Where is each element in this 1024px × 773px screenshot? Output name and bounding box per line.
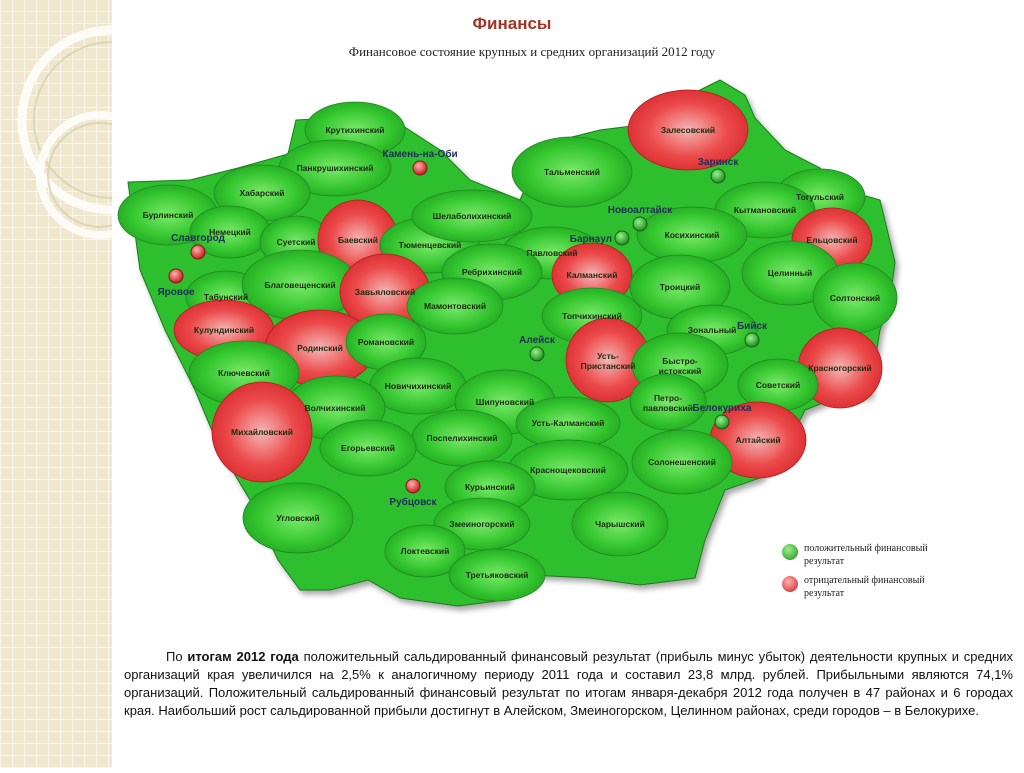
district-label-советский: Советский [756, 380, 801, 390]
district-area-михайловский [211, 381, 313, 483]
district-area-третьяковский [448, 548, 546, 602]
legend-positive-label: положительный финансовый результат [804, 543, 928, 567]
summary-rest: положительный сальдированный финансовый … [124, 649, 1013, 718]
district-label-крутихинский: Крутихинский [325, 125, 384, 135]
district-label-косихинский: Косихинский [665, 230, 720, 240]
city-label-рубцовск: Рубцовск [389, 496, 437, 508]
district-label-мамонтовский: Мамонтовский [424, 301, 486, 311]
district-label-чарышский: Чарышский [595, 519, 645, 529]
district-label-третьяковский: Третьяковский [466, 570, 529, 580]
city-marker-славгород [190, 244, 206, 260]
city-marker-камень-на-оби [412, 160, 428, 176]
district-label-бурлинский: Бурлинский [143, 210, 194, 220]
district-area-угловский [242, 482, 354, 554]
page-subtitle: Финансовое состояние крупных и средних о… [348, 44, 716, 59]
district-label-хабарский: Хабарский [240, 188, 285, 198]
district-label-кулундинский: Кулундинский [194, 325, 254, 335]
district-label-усть-калманский: Усть-Калманский [532, 418, 605, 428]
district-label-краснощековский: Краснощековский [530, 465, 606, 475]
district-label-топчихинский: Топчихинский [562, 311, 622, 321]
district-label-ключевский: Ключевский [218, 368, 270, 378]
district-label-волчихинский: Волчихинский [305, 403, 366, 413]
city-label-заринск: Заринск [698, 157, 740, 168]
district-label-табунский: Табунский [204, 292, 248, 302]
district-label-шелаболихинский: Шелаболихинский [433, 211, 512, 221]
district-label-панкрушихинский: Панкрушихинский [297, 163, 374, 173]
district-label-локтевский: Локтевский [401, 546, 450, 556]
city-marker-рубцовск [405, 478, 421, 494]
city-label-камень-на-оби: Камень-на-Оби [382, 148, 457, 160]
city-label-бийск: Бийск [737, 321, 768, 332]
district-label-тогульский: Тогульский [796, 192, 844, 202]
legend-negative-label: отрицательный финансовый результат [804, 575, 925, 599]
district-label-угловский: Угловский [276, 513, 319, 523]
district-label-новичихинский: Новичихинский [385, 381, 451, 391]
district-label-троицкий: Троицкий [660, 282, 700, 292]
summary-bold: итогам 2012 года [187, 649, 299, 664]
district-label-романовский: Романовский [358, 337, 414, 347]
city-label-белокуриха: Белокуриха [693, 403, 752, 414]
city-marker-белокуриха [714, 414, 730, 430]
city-marker-алейск [529, 346, 545, 362]
city-label-алейск: Алейск [519, 335, 556, 346]
district-area-локтевский [384, 524, 466, 578]
district-label-солтонский: Солтонский [830, 293, 880, 303]
district-area-чарышский [571, 491, 669, 557]
district-area-залесовский [627, 89, 749, 171]
city-label-новоалтайск: Новоалтайск [608, 205, 674, 216]
district-label-егорьевский: Егорьевский [341, 443, 395, 453]
district-area-мамонтовский [406, 277, 504, 335]
summary-start: По [166, 649, 183, 664]
district-label-зональный: Зональный [688, 325, 737, 335]
district-label-шипуновский: Шипуновский [476, 397, 534, 407]
decorative-side-strip [0, 0, 207, 768]
district-area-тальменский [511, 136, 633, 208]
city-marker-барнаул [614, 230, 630, 246]
city-label-яровое: Яровое [157, 287, 195, 298]
district-label-ребрихинский: Ребрихинский [462, 267, 522, 277]
legend-positive-swatch [782, 544, 798, 560]
district-label-красногорский: Красногорский [808, 363, 871, 373]
district-label-змеиногорский: Змеиногорский [449, 519, 514, 529]
region-map: Крутихинский Панкрушихинский Хабарский Бурл… [117, 79, 898, 607]
district-label-курьинский: Курьинский [465, 482, 515, 492]
city-marker-новоалтайск [632, 216, 648, 232]
district-label-суетский: Суетский [277, 237, 316, 247]
district-label-залесовский: Залесовский [661, 125, 715, 135]
district-label-усть-пристанский: Усть-Пристанский [581, 351, 636, 371]
district-label-петро-павловский: Петро-павловский [643, 393, 693, 413]
summary-paragraph: По итогам 2012 года положительный сальди… [124, 648, 1013, 720]
district-label-ельцовский: Ельцовский [806, 235, 857, 245]
district-area-солонешенский [631, 429, 733, 495]
city-marker-бийск [744, 332, 760, 348]
district-label-немецкий: Немецкий [209, 227, 251, 237]
district-label-благовещенский: Благовещенский [264, 280, 335, 290]
district-label-целинный: Целинный [768, 268, 812, 278]
district-label-кытмановский: Кытмановский [734, 205, 796, 215]
district-label-павловский: Павловский [527, 248, 578, 258]
district-label-быстро-истокский: Быстро-истокский [659, 356, 702, 376]
district-area-петро-павловский [629, 373, 707, 431]
legend-negative-swatch [782, 576, 798, 592]
city-label-славгород: Славгород [171, 233, 226, 244]
district-label-алтайский: Алтайский [735, 435, 780, 445]
district-area-егорьевский [319, 419, 417, 477]
district-label-солонешенский: Солонешенский [648, 457, 716, 467]
district-area-шелаболихинский [411, 189, 533, 243]
district-label-баевский: Баевский [338, 235, 378, 245]
district-label-тальменский: Тальменский [544, 167, 600, 177]
district-label-поспелихинский: Поспелихинский [427, 433, 498, 443]
page-title: Финансы [472, 14, 552, 33]
city-marker-яровое [168, 268, 184, 284]
district-label-родинский: Родинский [297, 343, 343, 353]
city-label-барнаул: Барнаул [570, 234, 612, 245]
district-label-завьяловский: Завьяловский [355, 287, 415, 297]
district-label-калманский: Калманский [567, 270, 618, 280]
district-label-михайловский: Михайловский [231, 427, 293, 437]
district-label-тюменцевский: Тюменцевский [399, 240, 462, 250]
city-marker-заринск [710, 168, 726, 184]
